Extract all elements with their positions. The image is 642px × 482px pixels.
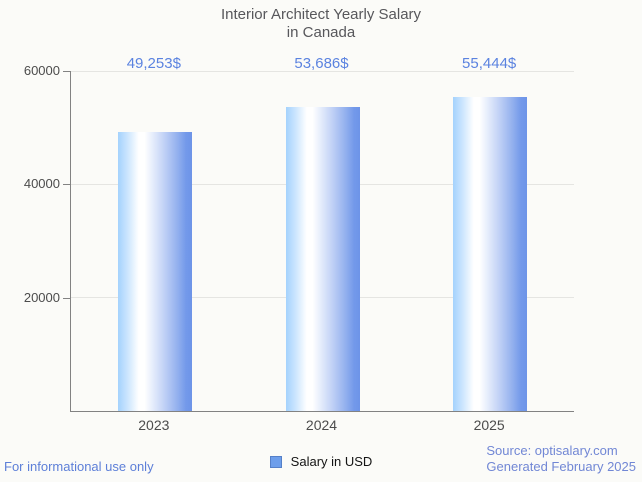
x-axis-label-2023: 2023 bbox=[138, 417, 170, 433]
legend-label: Salary in USD bbox=[290, 454, 373, 469]
chart-title: Interior Architect Yearly Salary in Cana… bbox=[0, 6, 642, 42]
value-label-2024: 53,686$ bbox=[294, 55, 349, 72]
y-tick-mark-20000 bbox=[63, 297, 70, 299]
bar-2024 bbox=[285, 106, 360, 411]
y-tick-mark-60000 bbox=[63, 71, 70, 72]
x-axis-label-2025: 2025 bbox=[473, 417, 505, 433]
bar-2023 bbox=[117, 131, 192, 411]
generated-line: Generated February 2025 bbox=[486, 459, 636, 474]
plot-area bbox=[70, 70, 574, 412]
chart-title-line1: Interior Architect Yearly Salary bbox=[220, 6, 422, 23]
legend: Salary in USD bbox=[0, 454, 642, 469]
y-tick-label-60000: 60000 bbox=[23, 63, 60, 78]
source-line: Source: optisalary.com bbox=[486, 443, 618, 458]
value-label-2023: 49,253$ bbox=[126, 55, 181, 72]
legend-swatch-icon bbox=[269, 455, 282, 468]
disclaimer-text: For informational use only bbox=[4, 459, 154, 474]
y-tick-mark-40000 bbox=[63, 184, 70, 186]
value-label-2025: 55,444$ bbox=[462, 55, 517, 72]
bar-2025 bbox=[453, 96, 528, 411]
y-tick-label-40000: 40000 bbox=[23, 176, 60, 192]
source-block: Source: optisalary.com Generated Februar… bbox=[486, 443, 636, 475]
chart-title-line2: in Canada bbox=[286, 24, 356, 41]
y-tick-label-20000: 20000 bbox=[23, 289, 60, 305]
gridline-60000 bbox=[71, 70, 574, 72]
x-axis-label-2024: 2024 bbox=[305, 417, 338, 433]
